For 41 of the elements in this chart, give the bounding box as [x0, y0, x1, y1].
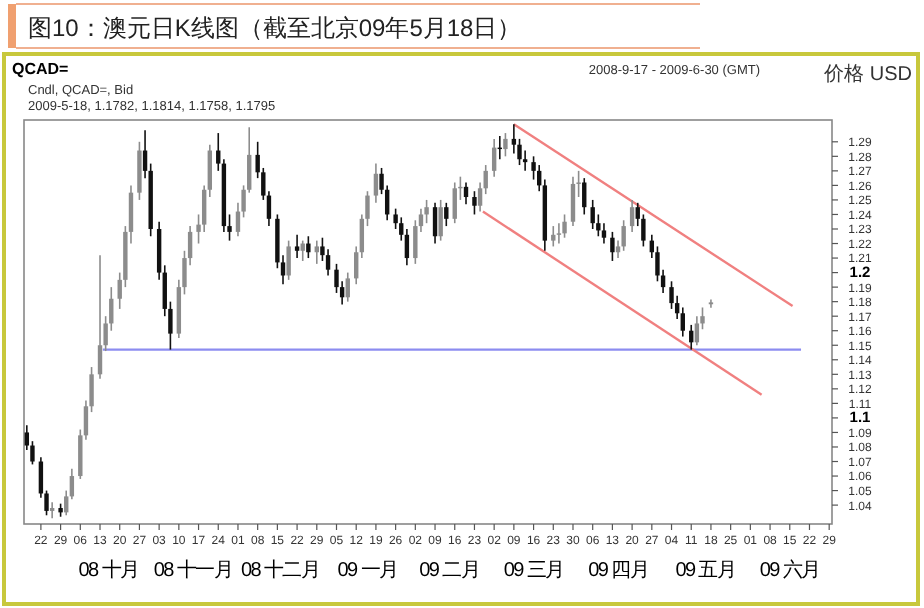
- x2-tick-label: 09 二月: [419, 560, 480, 582]
- candlestick: [621, 219, 626, 252]
- x2-tick-label: 09 一月: [337, 560, 398, 582]
- x2-tick-label: 08 十一月: [153, 558, 233, 582]
- x2-tick-label: 09 五月: [675, 560, 736, 582]
- candlestick: [424, 199, 429, 224]
- candlestick: [432, 202, 438, 245]
- candlestick: [551, 225, 556, 248]
- candlestick: [373, 162, 379, 204]
- candlestick: [601, 222, 607, 245]
- candlestick: [49, 501, 55, 519]
- candlestick: [610, 231, 615, 262]
- x2-tick-label: 09 三月: [503, 560, 564, 582]
- candlestick: [306, 235, 311, 259]
- x2-tick-label: 08 十月: [78, 558, 139, 582]
- candlestick: [345, 271, 350, 303]
- candlestick: [708, 298, 714, 309]
- candlestick: [444, 202, 449, 227]
- x2-tick-label: 09 六月: [759, 558, 820, 582]
- candlestick: [590, 199, 595, 230]
- candlestick: [472, 190, 477, 216]
- candlestick: [491, 138, 497, 178]
- candlestick: [562, 213, 567, 239]
- candlestick: [438, 199, 443, 242]
- candlestick: [294, 234, 300, 259]
- candlestick: [314, 239, 319, 265]
- chart-subtitle: QCAD=: [12, 60, 70, 78]
- candlestick: [452, 181, 457, 224]
- candlestick: [582, 177, 587, 216]
- candlestick: [556, 222, 562, 245]
- candlestick: [137, 141, 142, 201]
- y-axis-title: 价格 USD: [822, 62, 912, 86]
- candlestick: [286, 239, 291, 281]
- chart-title: 图10：澳元日K线图（截至北京09年5月18日）: [28, 14, 522, 42]
- candlestick: [503, 132, 508, 158]
- candlestick: [629, 199, 635, 233]
- candlestick: [694, 315, 700, 347]
- x2-tick-label: 09 四月: [588, 560, 648, 582]
- x2-tick-label: 08 十二月: [241, 558, 320, 582]
- candlestick: [97, 254, 103, 380]
- candlestick: [570, 175, 576, 227]
